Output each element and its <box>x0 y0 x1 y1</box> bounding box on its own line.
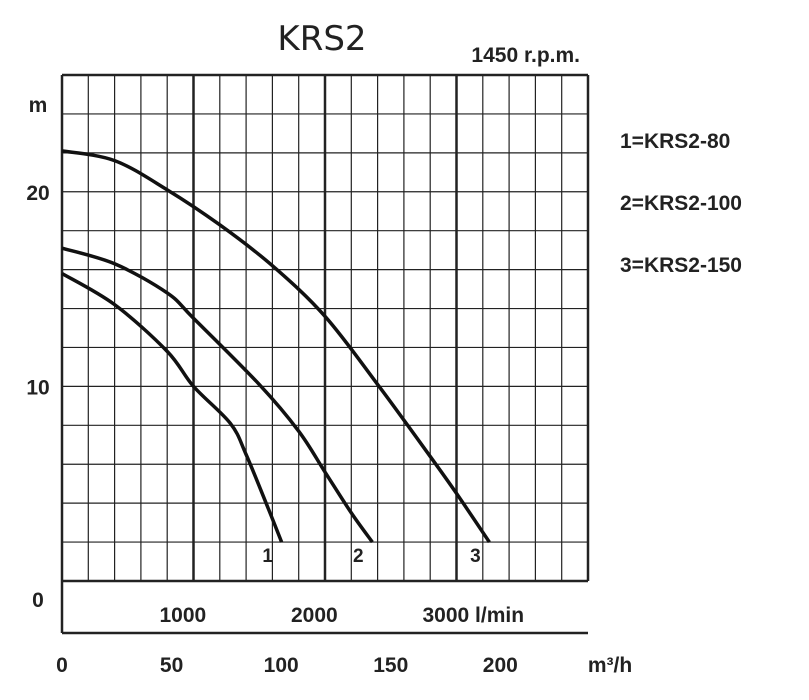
x-tick-label-m3h: 150 <box>373 654 408 677</box>
x-tick-label-lmin: 1000 <box>160 604 207 627</box>
y-tick-label: 20 <box>26 182 49 205</box>
x-tick-label-m3h: 0 <box>56 654 68 677</box>
legend-entry: 1=KRS2-80 <box>620 130 730 153</box>
chart-title: KRS2 <box>277 19 366 59</box>
curve-label-1: 1 <box>262 546 273 567</box>
curve-label-2: 2 <box>353 546 364 567</box>
curve-1 <box>61 272 284 543</box>
curve-3 <box>61 149 491 544</box>
y-tick-label: 0 <box>32 589 44 612</box>
x-tick-label-m3h: 200 <box>483 654 518 677</box>
x-tick-label-lmin: 3000 l/min <box>423 604 525 627</box>
curve-label-3: 3 <box>470 546 481 567</box>
curve-2 <box>61 246 374 544</box>
x-tick-label-m3h: m³/h <box>588 654 632 677</box>
legend-entry: 3=KRS2-150 <box>620 254 742 277</box>
y-tick-label: 10 <box>26 376 49 399</box>
x-tick-label-m3h: 100 <box>264 654 299 677</box>
y-axis-label: m <box>29 94 48 117</box>
x-tick-label-m3h: 50 <box>160 654 183 677</box>
chart-subtitle: 1450 r.p.m. <box>471 44 580 67</box>
x-tick-label-lmin: 2000 <box>291 604 338 627</box>
legend-entry: 2=KRS2-100 <box>620 192 742 215</box>
